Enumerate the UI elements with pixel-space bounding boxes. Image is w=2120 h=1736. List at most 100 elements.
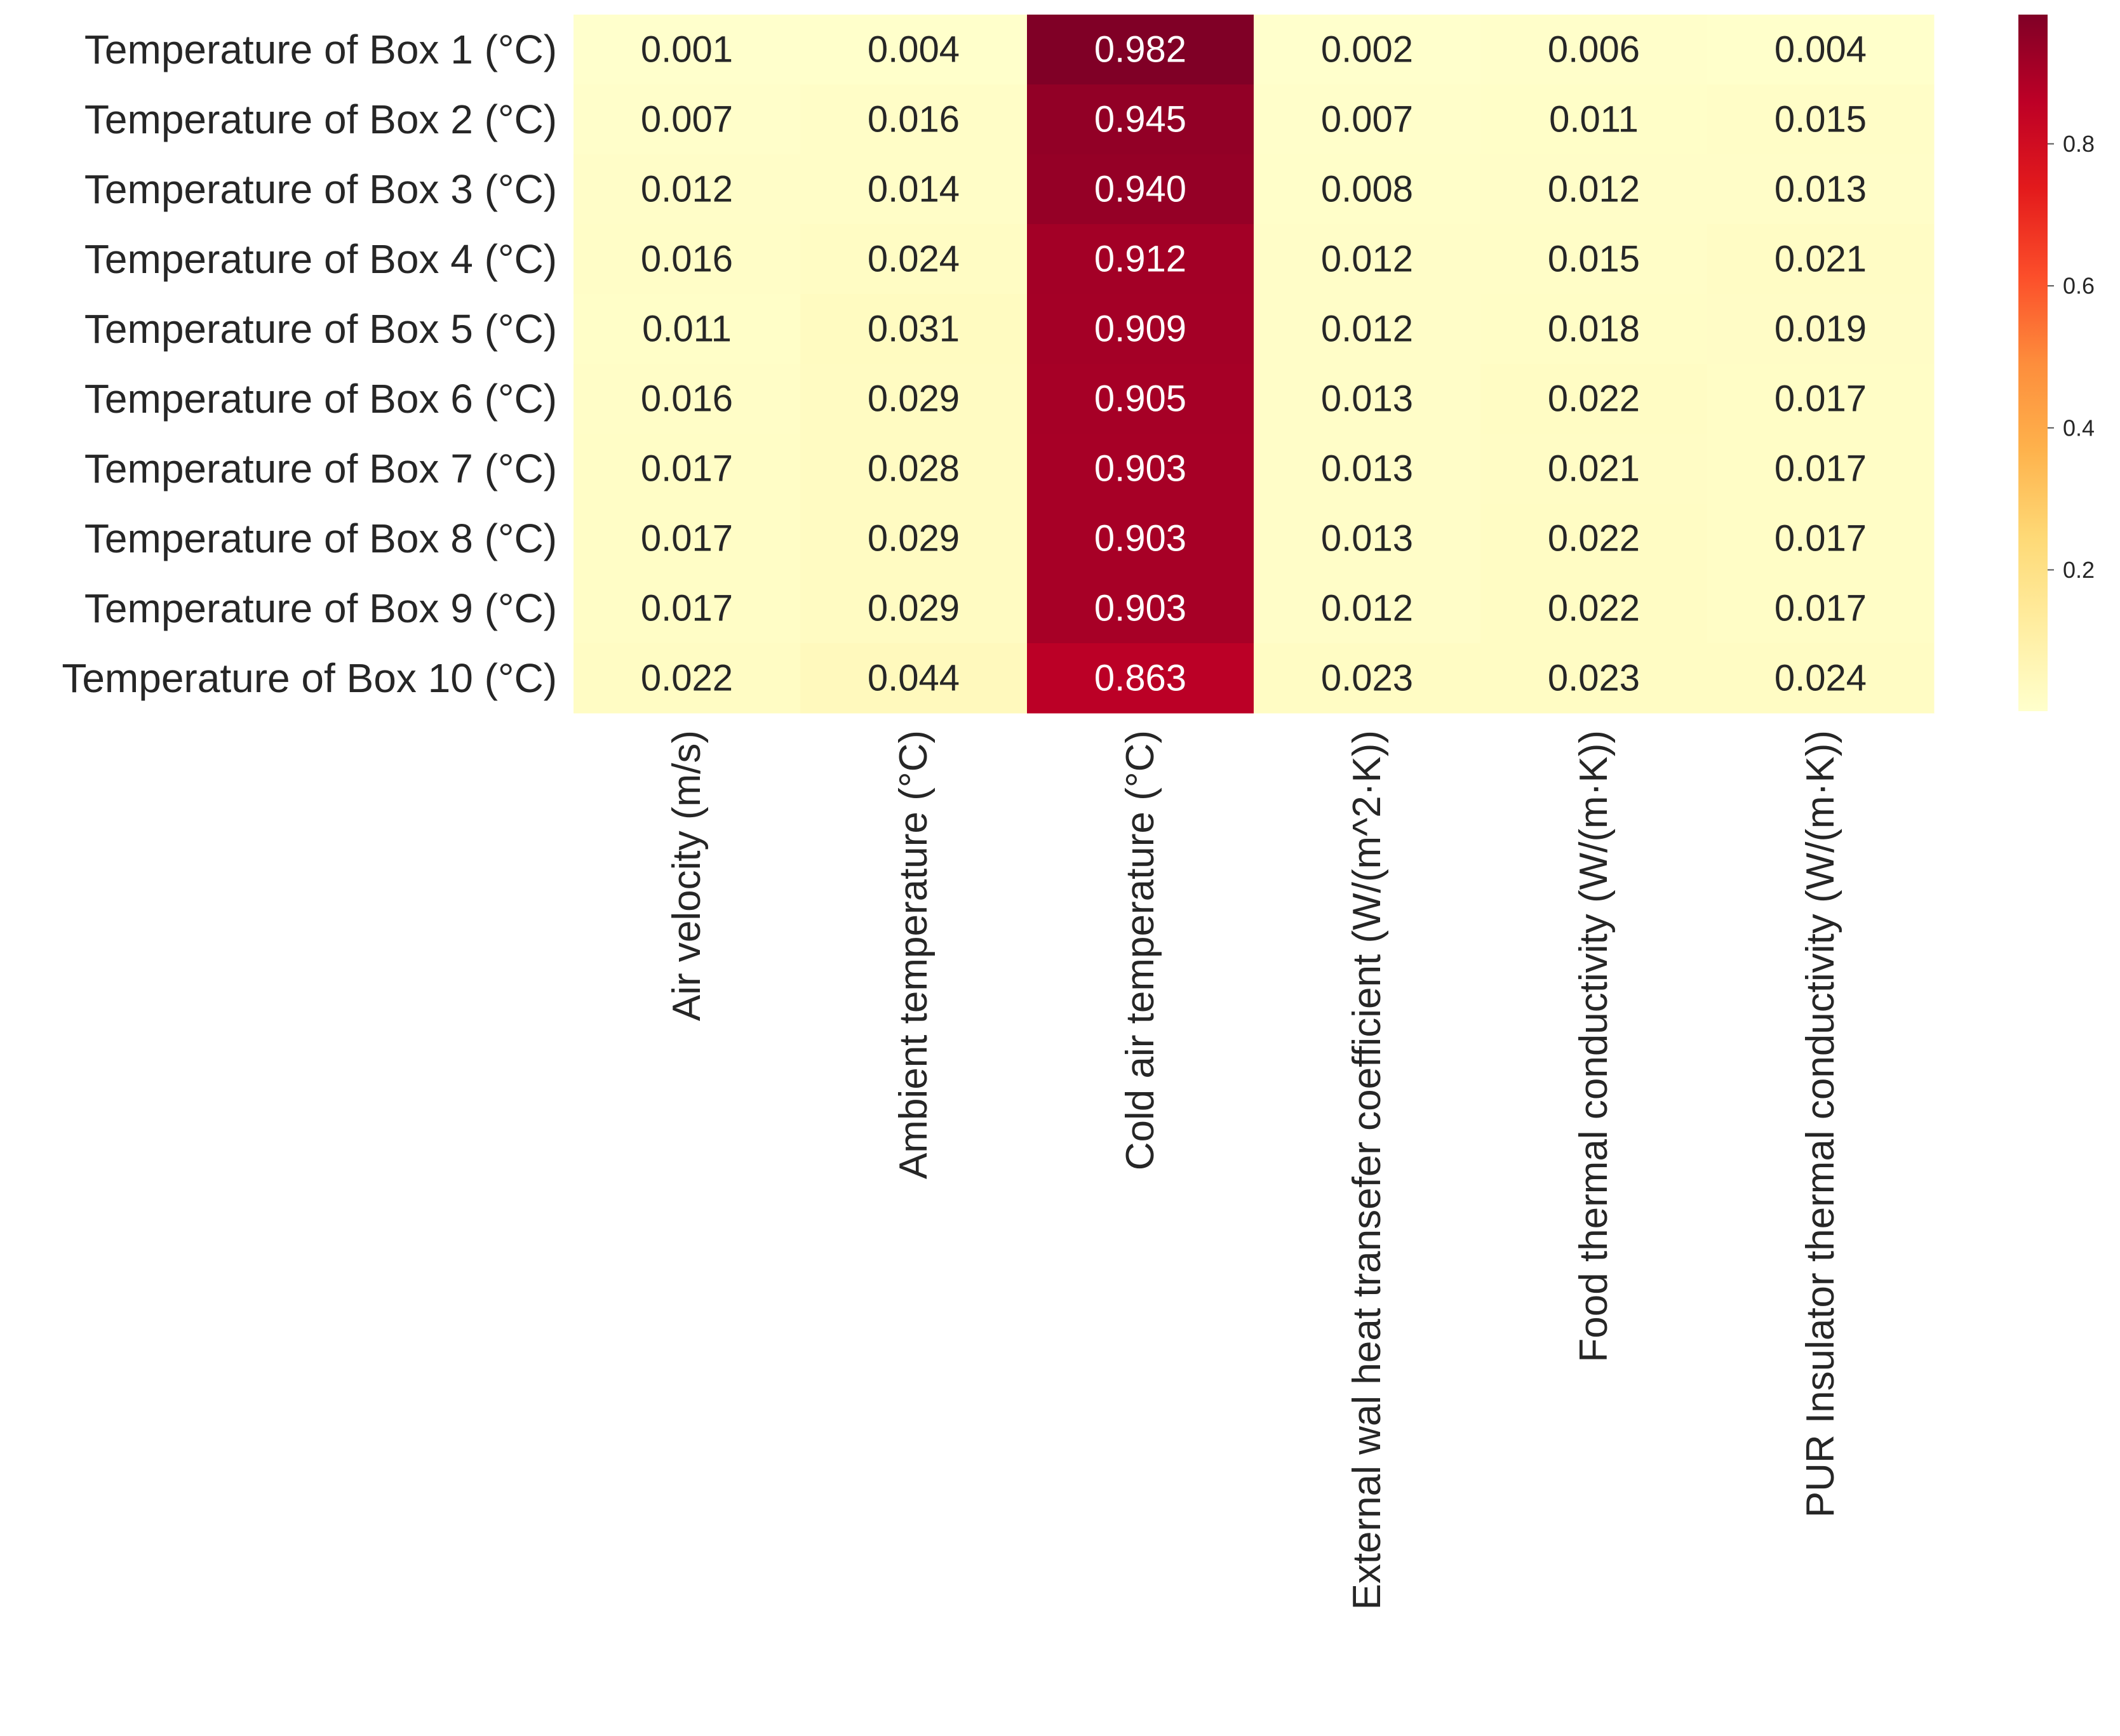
column-label: Cold air temperature (°C) [1118,730,1162,1170]
heatmap-cell [574,573,801,644]
colorbar-tick-label: 0.4 [2063,415,2095,441]
heatmap-cell [574,364,801,434]
cell-value-label: 0.013 [1321,518,1413,559]
row-label: Temperature of Box 8 (°C) [84,516,557,561]
cell-value-label: 0.017 [1774,518,1867,559]
heatmap-cell [1027,224,1254,295]
cell-value-label: 0.002 [1321,29,1413,70]
cell-value-label: 0.029 [868,588,960,629]
heatmap-cell [1480,573,1708,644]
cell-value-label: 0.016 [641,239,733,280]
column-label: PUR Insulator thermal conductivity (W/(m… [1799,730,1842,1518]
heatmap-cell [1480,434,1708,504]
cell-value-label: 0.011 [642,309,732,350]
colorbar-gradient [2018,15,2048,711]
cell-value-label: 0.004 [868,29,960,70]
cell-value-label: 0.016 [868,99,960,140]
cell-value-label: 0.014 [868,169,960,210]
cell-value-label: 0.024 [1774,658,1867,699]
heatmap-cell [1480,294,1708,364]
heatmap-cell [800,434,1028,504]
row-label: Temperature of Box 4 (°C) [84,236,557,282]
cell-value-label: 0.013 [1321,378,1413,420]
heatmap-cell [1707,154,1935,225]
cell-value-label: 0.016 [641,378,733,420]
cell-value-label: 0.017 [641,448,733,490]
heatmap-cell [1480,84,1708,155]
heatmap-cell [574,294,801,364]
cell-value-label: 0.903 [1094,518,1186,559]
cell-value-label: 0.012 [1548,169,1640,210]
cell-value-label: 0.023 [1321,658,1413,699]
cell-value-label: 0.945 [1094,99,1186,140]
cell-value-label: 0.007 [1321,99,1413,140]
cell-value-label: 0.903 [1094,588,1186,629]
cell-value-label: 0.029 [868,378,960,420]
row-label: Temperature of Box 6 (°C) [84,376,557,422]
heatmap-cell [1027,573,1254,644]
cell-value-label: 0.017 [1774,588,1867,629]
heatmap-cell [1027,364,1254,434]
heatmap-cell [1707,434,1935,504]
heatmap-cell [1254,364,1481,434]
heatmap-cell [800,15,1028,85]
cell-value-label: 0.011 [1549,99,1639,140]
column-labels: Air velocity (m/s) Ambient temperature (°… [665,730,1842,1610]
cell-value-label: 0.015 [1548,239,1640,280]
heatmap-cell [1027,504,1254,574]
column-label: Food thermal conductivity (W/(m·K)) [1572,730,1616,1363]
cell-value-label: 0.022 [641,658,733,699]
cell-value-label: 0.912 [1094,239,1186,280]
heatmap-cell [1480,224,1708,295]
heatmap-cell [1707,224,1935,295]
heatmap-cell [1254,154,1481,225]
heatmap-cell [1027,643,1254,714]
heatmap-cell [1254,434,1481,504]
heatmap-cells [574,15,1935,714]
column-label: External wal heat transefer coefficient … [1345,730,1389,1610]
heatmap-cell [1480,504,1708,574]
colorbar-tick-label: 0.2 [2063,557,2095,583]
row-label: Temperature of Box 10 (°C) [62,655,557,701]
row-label: Temperature of Box 2 (°C) [84,97,557,142]
cell-value-label: 0.909 [1094,309,1186,350]
cell-value-label: 0.044 [868,658,960,699]
cell-value-label: 0.001 [641,29,733,70]
cell-value-label: 0.008 [1321,169,1413,210]
cell-value-label: 0.007 [641,99,733,140]
heatmap-cell [1707,504,1935,574]
cell-value-label: 0.031 [868,309,960,350]
cell-value-label: 0.022 [1548,588,1640,629]
heatmap-cell [1254,504,1481,574]
heatmap-cell [1480,364,1708,434]
heatmap-cell [800,504,1028,574]
cell-value-label: 0.022 [1548,518,1640,559]
heatmap-cell [800,364,1028,434]
heatmap-cell [1027,434,1254,504]
cell-value-label: 0.004 [1774,29,1867,70]
row-labels: Temperature of Box 1 (°C) Temperature of … [62,27,557,701]
heatmap-cell [1480,154,1708,225]
heatmap-cell [1707,15,1935,85]
heatmap-cell [800,84,1028,155]
cell-value-label: 0.013 [1321,448,1413,490]
heatmap-cell [1027,294,1254,364]
cell-value-label: 0.021 [1548,448,1640,490]
heatmap-cell [800,154,1028,225]
heatmap-cell [800,573,1028,644]
cell-value-label: 0.017 [1774,378,1867,420]
cell-value-label: 0.982 [1094,29,1186,70]
cell-value-label: 0.905 [1094,378,1186,420]
cell-value-label: 0.013 [1774,169,1867,210]
heatmap-cell [800,294,1028,364]
heatmap-cell [574,434,801,504]
heatmap-cell [1027,84,1254,155]
heatmap-cell [1027,15,1254,85]
row-label: Temperature of Box 1 (°C) [84,27,557,72]
cell-value-label: 0.940 [1094,169,1186,210]
cell-value-label: 0.029 [868,518,960,559]
heatmap-cell [1027,154,1254,225]
cell-value-label: 0.012 [1321,309,1413,350]
